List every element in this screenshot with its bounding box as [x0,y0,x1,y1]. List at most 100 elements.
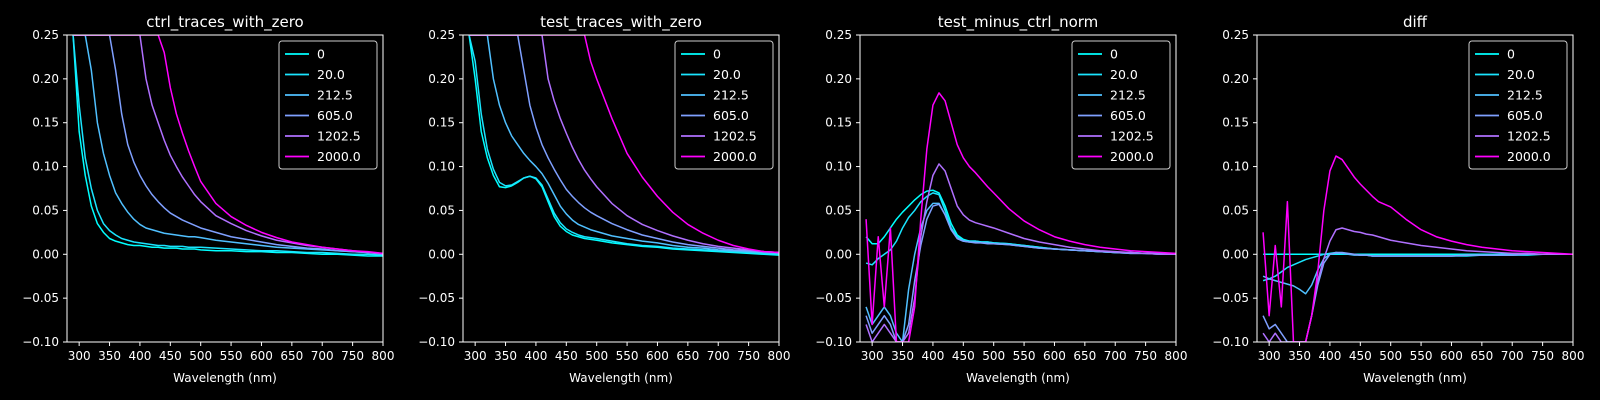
x-tick-label: 600 [1043,349,1066,363]
x-tick-label: 450 [159,349,182,363]
legend-label: 605.0 [1110,108,1146,123]
x-tick-label: 550 [1410,349,1433,363]
x-tick-label: 700 [707,349,730,363]
x-tick-label: 350 [98,349,121,363]
legend-label: 212.5 [1507,88,1543,103]
legend-label: 605.0 [317,108,353,123]
series-line-0 [72,35,383,257]
y-tick-label: 0.05 [1222,203,1249,217]
ticks-x: 300 350 400 450 500 550 600 650 700 750 800 [861,342,1188,363]
legend-label: 2000.0 [1507,149,1551,164]
legend: 0 20.0 212.5 605.0 1202.5 2000.0 [278,40,378,170]
x-tick-label: 800 [372,349,395,363]
y-tick-label: 0.20 [32,72,59,86]
x-tick-label: 700 [311,349,334,363]
series-line-2000.0 [1262,155,1573,342]
legend-label: 2000.0 [317,149,361,164]
x-tick-label: 650 [676,349,699,363]
legend-label: 20.0 [317,67,345,82]
legend-label: 1202.5 [1507,129,1551,144]
ticks-x: 300 350 400 450 500 550 600 650 700 750 800 [464,342,790,363]
y-tick-label: 0.10 [32,160,59,174]
legend: 0 20.0 212.5 605.0 1202.5 2000.0 [1071,40,1171,170]
plot-lines [865,92,1176,342]
x-tick-label: 400 [921,349,944,363]
x-tick-label: 750 [737,349,760,363]
x-tick-label: 300 [464,349,487,363]
series-line-1202.5 [865,163,1176,342]
y-tick-label: 0.15 [428,116,455,130]
ticks-y: −0.10 −0.05 0.00 0.05 0.10 0.15 0.20 0.25 [418,28,463,349]
legend-label: 0 [713,47,721,62]
y-tick-label: 0.05 [32,203,59,217]
legend-label: 0 [1507,47,1515,62]
chart-title: diff [1403,13,1428,31]
x-axis-label: Wavelength (nm) [569,371,673,385]
x-tick-label: 700 [1104,349,1127,363]
ticks-x: 300 350 400 450 500 550 600 650 700 750 800 [68,342,395,363]
series-line-1202.5 [469,35,779,254]
y-tick-label: 0.15 [1222,116,1249,130]
x-tick-label: 650 [1073,349,1096,363]
plot-lines [72,35,383,257]
legend: 0 20.0 212.5 605.0 1202.5 2000.0 [674,40,774,170]
series-line-605.0 [865,203,1176,342]
legend-label: 212.5 [1110,88,1146,103]
series-line-1202.5 [73,35,383,255]
legend-box [278,40,378,170]
y-tick-label: 0.20 [428,72,455,86]
x-tick-label: 650 [1470,349,1493,363]
x-tick-label: 550 [1013,349,1036,363]
x-tick-label: 300 [1258,349,1281,363]
x-tick-label: 600 [250,349,273,363]
legend-label: 0 [1110,47,1118,62]
x-tick-label: 750 [341,349,364,363]
y-tick-label: −0.10 [815,335,852,349]
x-tick-label: 500 [189,349,212,363]
legend-box [1071,40,1171,170]
x-tick-label: 450 [1349,349,1372,363]
series-line-2000.0 [865,92,1176,342]
ticks-y: −0.10 −0.05 0.00 0.05 0.10 0.15 0.20 0.25 [815,28,860,349]
x-tick-label: 350 [494,349,517,363]
y-tick-label: 0.25 [428,28,455,42]
subplot-1: −0.10 −0.05 0.00 0.05 0.10 0.15 0.20 0.25 300 35… [22,13,394,385]
y-tick-label: 0.10 [825,160,852,174]
series-line-2000.0 [73,35,383,255]
y-tick-label: 0.10 [428,160,455,174]
x-tick-label: 750 [1134,349,1157,363]
x-tick-label: 600 [646,349,669,363]
x-tick-label: 450 [555,349,578,363]
y-tick-label: −0.05 [22,291,59,305]
legend-label: 212.5 [713,88,749,103]
x-tick-label: 300 [68,349,91,363]
series-line-20.0 [72,35,383,256]
subplot-4: −0.10 −0.05 0.00 0.05 0.10 0.15 0.20 0.25 300 35… [1212,13,1584,385]
legend: 0 20.0 212.5 605.0 1202.5 2000.0 [1468,40,1568,170]
series-line-1202.5 [1262,227,1573,342]
y-tick-label: 0.00 [825,247,852,261]
x-axis-label: Wavelength (nm) [173,371,277,385]
ticks-y: −0.10 −0.05 0.00 0.05 0.10 0.15 0.20 0.25 [22,28,67,349]
ticks-y: −0.10 −0.05 0.00 0.05 0.10 0.15 0.20 0.25 [1212,28,1257,349]
legend-label: 2000.0 [713,149,757,164]
x-tick-label: 750 [1531,349,1554,363]
x-tick-label: 400 [128,349,151,363]
x-tick-label: 800 [1165,349,1188,363]
series-line-212.5 [73,35,383,255]
chart-title: test_minus_ctrl_norm [938,13,1099,32]
y-tick-label: −0.05 [418,291,455,305]
y-tick-label: 0.05 [825,203,852,217]
series-line-2000.0 [469,35,779,254]
ticks-x: 300 350 400 450 500 550 600 650 700 750 800 [1258,342,1584,363]
series-line-212.5 [469,35,779,255]
x-tick-label: 600 [1440,349,1463,363]
y-tick-label: 0.00 [32,247,59,261]
series-line-0 [468,35,779,256]
y-tick-label: 0.20 [1222,72,1249,86]
y-tick-label: 0.25 [825,28,852,42]
legend-label: 1202.5 [713,129,757,144]
chart-title: ctrl_traces_with_zero [146,13,303,32]
series-line-605.0 [1262,251,1573,342]
